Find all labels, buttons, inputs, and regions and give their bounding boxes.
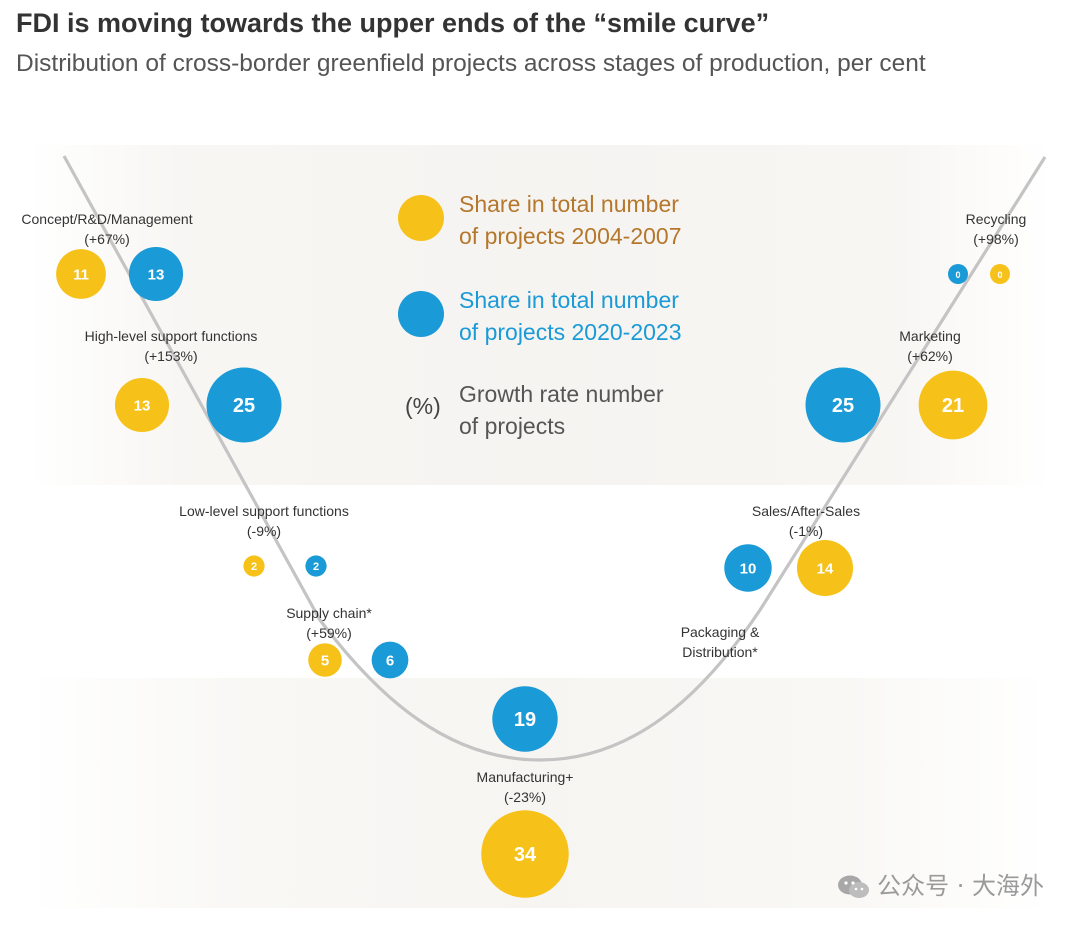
bubble-2020-2023-concept-r-d-management: [128, 246, 184, 302]
legend-label-2004-2007-line1: Share in total number: [459, 191, 679, 217]
stage-label-line: Supply chain*: [286, 605, 372, 621]
legend-label-2020-2023: Share in total number of projects 2020-20…: [459, 287, 682, 345]
watermark-text: 公众号 · 大海外: [877, 872, 1044, 900]
bubble-value-2020-2023-low-level-support-functions: 2: [313, 561, 319, 573]
legend-label-2004-2007: Share in total number of projects 2004-20…: [459, 191, 682, 249]
bubble-value-2020-2023-manufacturing: 19: [514, 709, 536, 731]
stage-label-line: Sales/After-Sales: [752, 503, 860, 519]
smile-curve: [62, 155, 1047, 762]
bubble-2020-2023-supply-chain: [371, 641, 409, 679]
stage-label-line: Manufacturing+: [477, 769, 574, 785]
bubble-value-2020-2023-marketing: 25: [832, 395, 854, 417]
bubble-value-2004-2007-concept-r-d-management: 11: [73, 267, 89, 284]
stage-label-line: (-1%): [789, 523, 823, 539]
stage-packaging-distribution: Packaging & Distribution*: [681, 624, 760, 660]
stage-low-level-support-functions: Low-level support functions (-9%) 2 2: [179, 503, 349, 577]
legend-swatch-2004-2007: [398, 195, 444, 241]
bubble-value-2020-2023-sales-after-sales: 10: [740, 561, 757, 578]
watermark: 公众号 · 大海外: [837, 866, 1044, 901]
stage-label-line: Packaging &: [681, 624, 760, 640]
legend-label-2020-2023-line2: of projects 2020-2023: [459, 319, 682, 345]
bubble-value-2020-2023-recycling: 0: [955, 270, 960, 280]
bubble-2020-2023-marketing: [805, 367, 881, 443]
stages-layer: Concept/R&D/Management (+67%)11 13High-lev…: [21, 211, 1026, 898]
bubble-value-2020-2023-supply-chain: 6: [386, 653, 394, 670]
stage-supply-chain: Supply chain* (+59%) 5 6: [286, 605, 409, 679]
stage-label-line: (+98%): [973, 231, 1019, 247]
legend-growth-label: Growth rate number of projects: [459, 381, 664, 439]
stage-label-line: (+153%): [144, 348, 197, 364]
bubble-value-2004-2007-manufacturing: 34: [514, 844, 537, 866]
legend: Share in total number of projects 2004-20…: [398, 191, 682, 439]
stage-manufacturing: Manufacturing+ (-23%) 34 19: [477, 686, 574, 898]
stage-label-line: Low-level support functions: [179, 503, 349, 519]
background-band-top: [30, 145, 1050, 485]
legend-growth-symbol: (%): [405, 393, 441, 419]
stage-label-line: Distribution*: [682, 644, 758, 660]
bubble-value-2020-2023-high-level-support-functions: 25: [233, 395, 255, 417]
stage-label-line: Concept/R&D/Management: [21, 211, 192, 227]
bubble-value-2004-2007-low-level-support-functions: 2: [251, 561, 257, 573]
bubble-value-2020-2023-concept-r-d-management: 13: [148, 267, 165, 284]
stage-label-marketing: Marketing (+62%): [899, 328, 960, 364]
stage-label-recycling: Recycling (+98%): [966, 211, 1027, 247]
legend-growth-label-line2: of projects: [459, 413, 565, 439]
stage-label-high-level-support-functions: High-level support functions (+153%): [85, 328, 258, 364]
stage-label-supply-chain: Supply chain* (+59%): [286, 605, 372, 641]
chart-subtitle: Distribution of cross-border greenfield …: [16, 50, 926, 77]
bubble-value-2004-2007-marketing: 21: [942, 395, 964, 417]
bubble-2004-2007-supply-chain: [308, 643, 342, 677]
stage-high-level-support-functions: High-level support functions (+153%) 13 25: [85, 328, 282, 443]
stage-label-low-level-support-functions: Low-level support functions (-9%): [179, 503, 349, 539]
stage-label-manufacturing: Manufacturing+ (-23%): [477, 769, 574, 805]
bubble-2004-2007-sales-after-sales: [796, 539, 854, 597]
stage-marketing: Marketing (+62%) 21 25: [805, 328, 988, 443]
bubble-2004-2007-marketing: [918, 370, 988, 440]
bubble-2004-2007-high-level-support-functions: [114, 377, 170, 433]
bubble-2004-2007-low-level-support-functions: [243, 555, 265, 577]
stage-label-line: (+59%): [306, 625, 352, 641]
bubble-value-2004-2007-high-level-support-functions: 13: [134, 398, 151, 415]
bubble-value-2004-2007-sales-after-sales: 14: [817, 561, 834, 578]
bubble-2004-2007-concept-r-d-management: [56, 249, 106, 299]
stage-label-line: (+62%): [907, 348, 953, 364]
bubble-2020-2023-sales-after-sales: [724, 544, 772, 592]
bubble-2020-2023-recycling: [948, 264, 968, 284]
stage-sales-after-sales: Sales/After-Sales (-1%) 14 10: [724, 503, 860, 597]
stage-label-line: (-23%): [504, 789, 546, 805]
wechat-icon: [838, 875, 870, 898]
legend-growth-label-line1: Growth rate number: [459, 381, 664, 407]
stage-concept-r-d-management: Concept/R&D/Management (+67%) 11 13: [21, 211, 193, 302]
bubble-value-2004-2007-recycling: 0: [997, 270, 1002, 280]
stage-label-line: Recycling: [966, 211, 1027, 227]
bubble-2004-2007-manufacturing: [481, 810, 569, 898]
legend-label-2020-2023-line1: Share in total number: [459, 287, 679, 313]
stage-label-line: (+67%): [84, 231, 130, 247]
stage-label-line: Marketing: [899, 328, 960, 344]
legend-swatch-2020-2023: [398, 291, 444, 337]
stage-label-concept-r-d-management: Concept/R&D/Management (+67%): [21, 211, 192, 247]
bubble-2020-2023-low-level-support-functions: [305, 555, 327, 577]
bubble-value-2004-2007-supply-chain: 5: [321, 653, 329, 670]
bubble-2020-2023-manufacturing: [492, 686, 558, 752]
stage-label-line: (-9%): [247, 523, 281, 539]
chart-title: FDI is moving towards the upper ends of …: [16, 8, 770, 38]
bubble-2020-2023-high-level-support-functions: [206, 367, 282, 443]
legend-label-2004-2007-line2: of projects 2004-2007: [459, 223, 682, 249]
stage-label-line: High-level support functions: [85, 328, 258, 344]
stage-label-packaging-distribution: Packaging & Distribution*: [681, 624, 760, 660]
stage-recycling: Recycling (+98%) 0 0: [948, 211, 1026, 284]
stage-label-sales-after-sales: Sales/After-Sales (-1%): [752, 503, 860, 539]
bubble-2004-2007-recycling: [990, 264, 1010, 284]
